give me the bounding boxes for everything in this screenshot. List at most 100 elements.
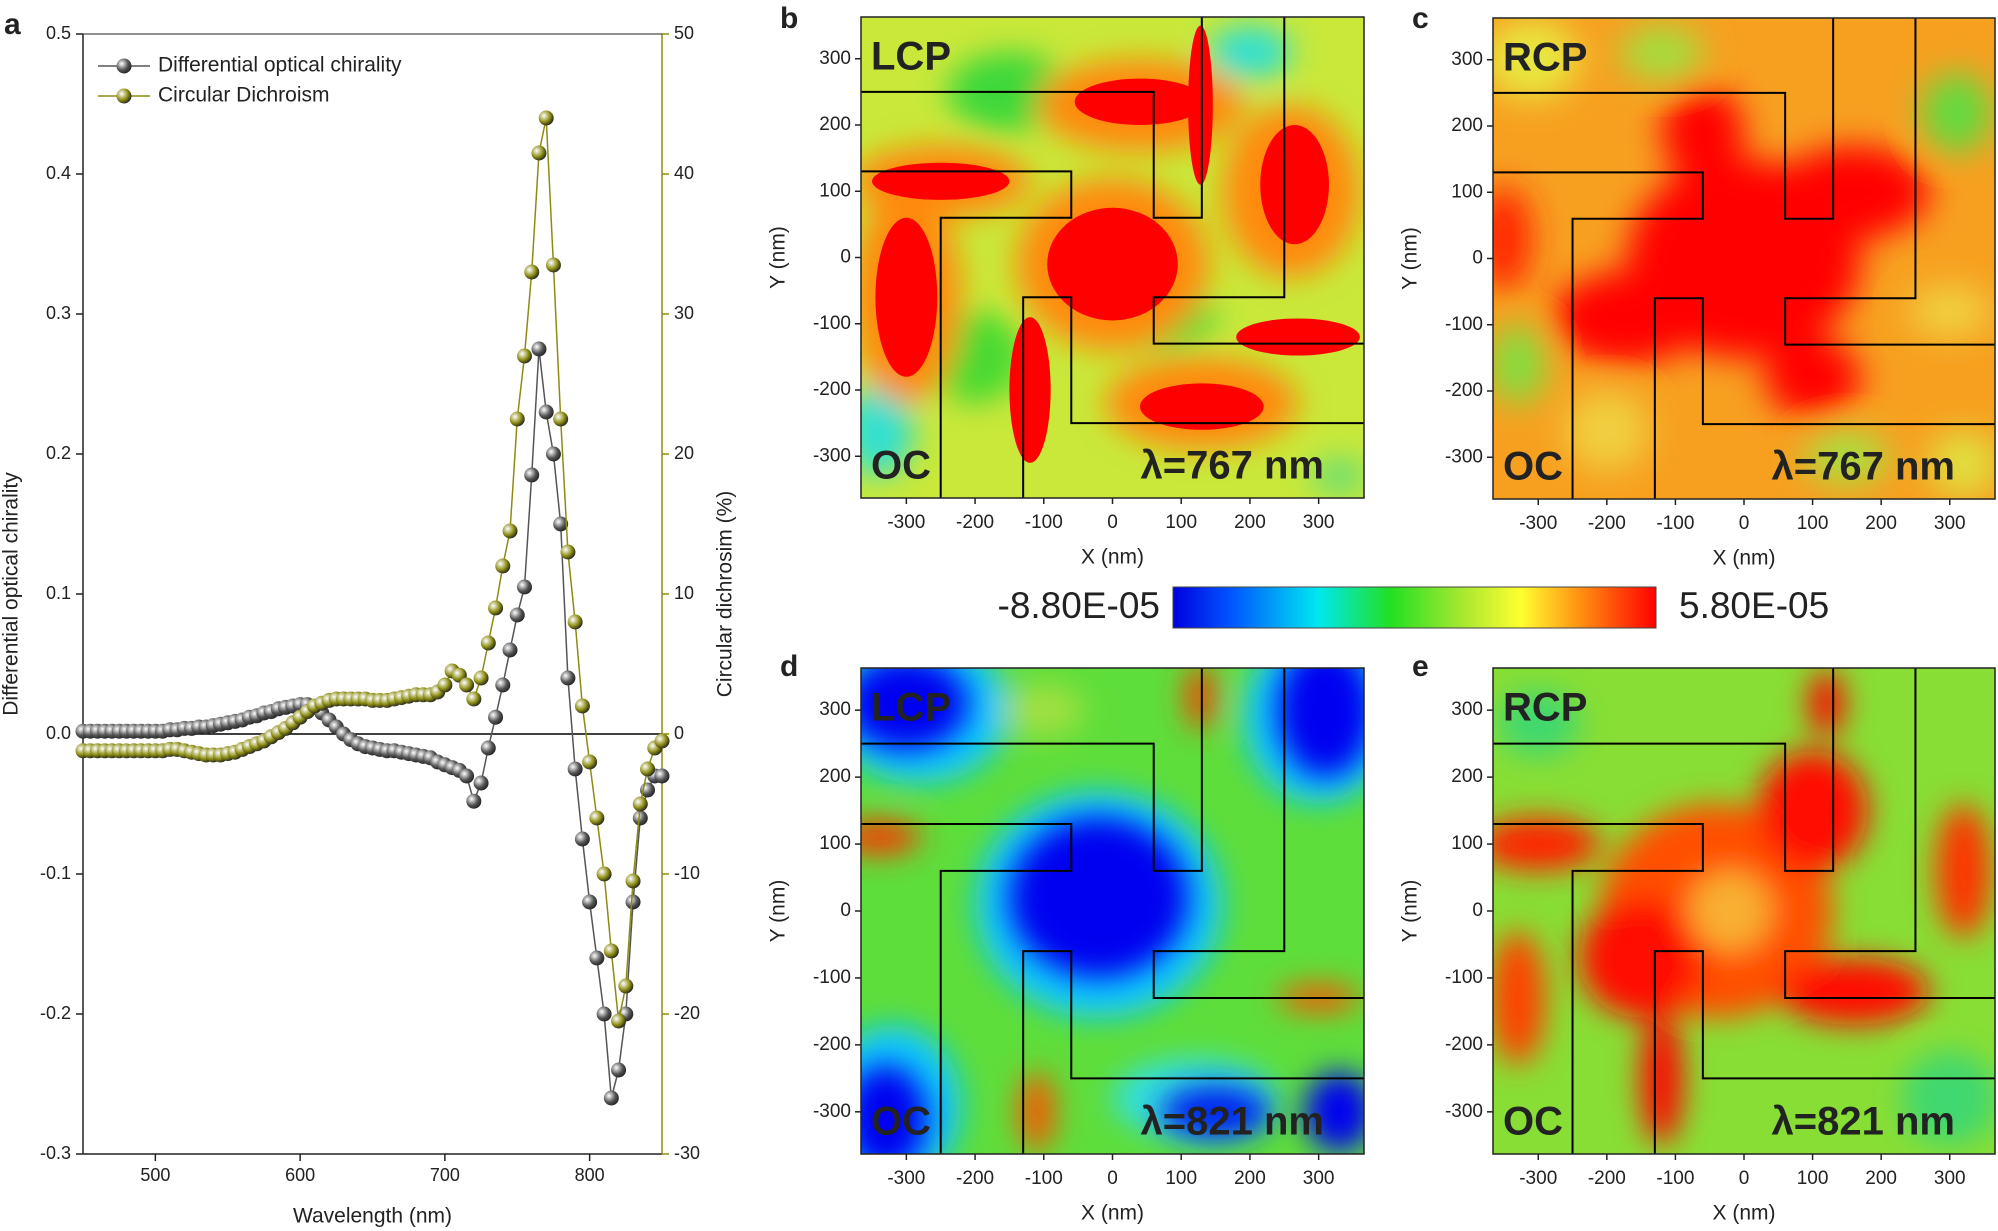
y-tick-label: -300 (1445, 446, 1483, 467)
x-tick-label: 0 (1107, 512, 1118, 533)
y-tick-label: 300 (1451, 49, 1483, 70)
y-tick-label: 100 (819, 833, 851, 854)
x-tick-label: 200 (1865, 513, 1897, 534)
data-point (596, 1006, 612, 1022)
data-point (603, 1090, 619, 1106)
data-point (632, 810, 648, 826)
y-tick-label: 0.3 (46, 303, 71, 323)
x-tick-label: 0 (1107, 1168, 1118, 1189)
x-tick-label: -300 (1519, 1168, 1557, 1189)
data-point (553, 516, 569, 532)
colorbar-label: 5.80E-05 (1679, 585, 1829, 626)
x-tick-label: -200 (956, 512, 994, 533)
y-tick-label: 0.5 (46, 23, 71, 43)
y-axis-label: Y (nm) (1399, 880, 1422, 943)
field-map (1493, 18, 1995, 499)
data-point (589, 950, 605, 966)
wavelength-label: λ=767 nm (1141, 444, 1324, 488)
data-point (574, 831, 590, 847)
x-tick-label: 300 (1934, 513, 1966, 534)
y-tick-label: 100 (819, 180, 851, 201)
panel-letter: e (1412, 650, 1429, 683)
x-tick-label: -200 (1588, 1168, 1626, 1189)
x-tick-label: 800 (575, 1165, 605, 1185)
data-point (553, 411, 569, 427)
panel-letter: a (4, 8, 21, 41)
y-axis-label: Y (nm) (767, 880, 790, 943)
data-point (480, 635, 496, 651)
y-tick-label: 300 (819, 699, 851, 720)
data-point (502, 642, 518, 658)
y2-tick-label: -20 (674, 1003, 700, 1023)
y-tick-label: 100 (1451, 833, 1483, 854)
x-tick-label: 100 (1165, 512, 1197, 533)
data-point (567, 761, 583, 777)
y-tick-label: 200 (1451, 766, 1483, 787)
data-point (560, 670, 576, 686)
field-map (861, 17, 1364, 498)
x-tick-label: -100 (1025, 1168, 1063, 1189)
y-tick-label: 0 (840, 247, 851, 268)
data-point (459, 677, 475, 693)
data-point (545, 446, 561, 462)
legend-marker (116, 58, 132, 74)
y-tick-label: 0.2 (46, 443, 71, 463)
y-tick-label: -100 (1445, 967, 1483, 988)
data-point (466, 691, 482, 707)
y2-tick-label: 0 (674, 723, 684, 743)
x-tick-label: 100 (1165, 1168, 1197, 1189)
x-tick-label: -300 (887, 1168, 925, 1189)
structure-label: OC (1503, 445, 1563, 489)
y-tick-label: 0.0 (46, 723, 71, 743)
y-tick-label: -100 (813, 967, 851, 988)
data-point (488, 600, 504, 616)
x-tick-label: 300 (1303, 1168, 1335, 1189)
data-point (524, 467, 540, 483)
legend-label: Differential optical chirality (158, 54, 402, 77)
data-point (524, 264, 540, 280)
data-point (654, 768, 670, 784)
panel-letter: d (780, 650, 798, 683)
data-point (538, 110, 554, 126)
x-tick-label: 300 (1934, 1168, 1966, 1189)
y-tick-label: -300 (813, 1101, 851, 1122)
data-point (545, 257, 561, 273)
y-tick-label: 0.1 (46, 583, 71, 603)
y-tick-label: -0.1 (40, 863, 71, 883)
y2-tick-label: 30 (674, 303, 694, 323)
x-tick-label: 100 (1797, 1168, 1829, 1189)
data-point (516, 348, 532, 364)
data-point (509, 607, 525, 623)
y2-tick-label: -30 (674, 1143, 700, 1163)
y-tick-label: -0.3 (40, 1143, 71, 1163)
y2-axis-label: Circular dichrosim (%) (714, 491, 737, 698)
y-axis-label: Y (nm) (1399, 227, 1422, 290)
colorbar-label: -8.80E-05 (998, 585, 1161, 626)
data-point (574, 698, 590, 714)
polarization-label: RCP (1503, 686, 1587, 730)
data-point (538, 404, 554, 420)
data-point (502, 523, 518, 539)
data-point (654, 733, 670, 749)
panel-letter: c (1412, 2, 1429, 35)
data-point (516, 579, 532, 595)
wavelength-label: λ=767 nm (1772, 445, 1955, 489)
legend-label: Circular Dichroism (158, 84, 330, 107)
y-tick-label: 0.4 (46, 163, 71, 183)
y-tick-label: -0.2 (40, 1003, 71, 1023)
y-axis-label: Y (nm) (767, 226, 790, 289)
x-tick-label: 0 (1739, 1168, 1750, 1189)
colorbar (1172, 586, 1657, 629)
y-tick-label: -300 (813, 445, 851, 466)
y-tick-label: -300 (1445, 1101, 1483, 1122)
x-tick-label: -300 (1519, 513, 1557, 534)
wavelength-label: λ=821 nm (1772, 1100, 1955, 1144)
data-point (596, 866, 612, 882)
data-point (437, 677, 453, 693)
data-point (473, 775, 489, 791)
polarization-label: LCP (871, 35, 951, 79)
data-point (488, 709, 504, 725)
legend-marker (116, 88, 132, 104)
data-point (459, 768, 475, 784)
